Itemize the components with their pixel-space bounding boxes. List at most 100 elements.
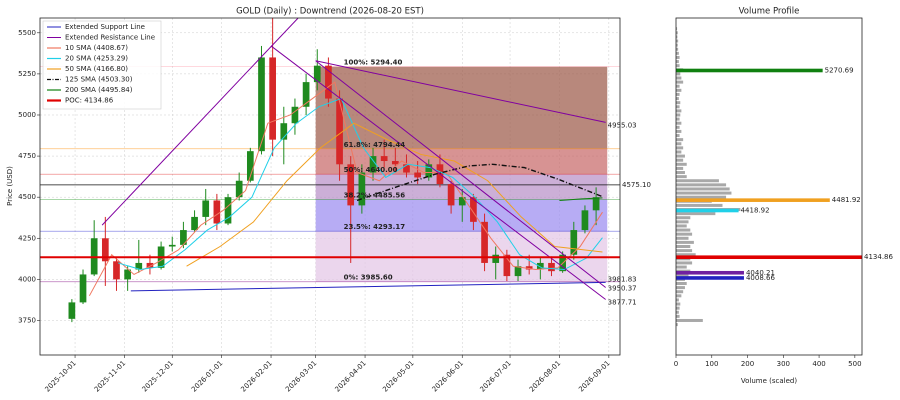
candle-body	[592, 197, 600, 211]
x-tick-label: 500	[848, 360, 861, 368]
volume-bar	[676, 138, 684, 142]
legend-label: 125 SMA (4503.30)	[65, 76, 133, 84]
volume-bar	[676, 224, 687, 228]
volume-bar	[676, 249, 693, 253]
fib-level-label: 38.2%: 4485.56	[344, 192, 406, 200]
volume-bar	[676, 101, 681, 105]
volume-bar	[676, 72, 681, 76]
volume-bar	[676, 232, 693, 236]
candle-body	[246, 151, 254, 181]
x-tick-label: 2026-03-01	[284, 359, 318, 393]
candle-body	[503, 254, 511, 277]
volume-highlight	[676, 276, 744, 280]
volume-bar	[676, 203, 723, 207]
volume-bar	[676, 179, 719, 183]
volume-bar	[676, 273, 689, 277]
x-tick-label: 300	[777, 360, 790, 368]
candle-body	[458, 197, 466, 206]
candle-body	[391, 161, 399, 165]
volume-highlight	[676, 255, 862, 260]
candle-body	[302, 82, 310, 107]
reference-label: 4575.10	[622, 181, 651, 189]
plot-area	[40, 18, 620, 355]
x-tick-label: 2026-08-01	[528, 359, 562, 393]
volume-bar	[676, 310, 679, 314]
volume-bar	[676, 51, 679, 55]
plot-frame	[39, 17, 621, 356]
candle-body	[68, 302, 76, 319]
legend-label: Extended Resistance Line	[65, 34, 155, 42]
x-tick-label: 2026-09-01	[577, 359, 611, 393]
candle-body	[180, 230, 187, 245]
volume-highlight	[676, 198, 830, 202]
candle-body	[369, 156, 377, 173]
candle-body	[403, 164, 410, 173]
volume-bar	[676, 294, 682, 298]
x-tick-label: 2025-12-01	[141, 359, 175, 393]
y-tick-label: 4250	[18, 234, 36, 242]
volume-bar	[676, 306, 680, 310]
y-tick-label: 5500	[18, 29, 36, 37]
volume-bar	[676, 47, 679, 51]
sma-line	[559, 197, 603, 201]
support-end-label: 3981.83	[608, 275, 637, 283]
volume-bar	[676, 113, 681, 117]
volume-bar	[676, 216, 691, 220]
volume-bar	[676, 323, 678, 327]
volume-bar	[676, 318, 703, 322]
volume-bar	[676, 117, 680, 121]
candle-body	[280, 123, 288, 140]
volume-bar	[676, 253, 696, 257]
y-axis-label: Price (USD)	[6, 166, 14, 206]
candle-body	[481, 221, 488, 263]
x-tick-label: 400	[812, 360, 825, 368]
volume-bar	[676, 39, 679, 43]
candle-body	[380, 156, 388, 162]
volume-bar	[676, 166, 684, 170]
volume-bar	[676, 146, 684, 150]
volume-bar	[676, 109, 682, 113]
candle-body	[135, 262, 143, 270]
candle-body	[570, 230, 578, 255]
volume-bar	[676, 290, 684, 294]
candle-body	[269, 57, 276, 140]
volume-bar	[676, 105, 680, 109]
volume-bar	[676, 261, 693, 265]
legend-label: 200 SMA (4495.84)	[65, 86, 133, 94]
chart-title: GOLD (Daily) : Downtrend (2026-08-20 EST…	[236, 7, 424, 17]
x-tick-label: 200	[741, 360, 754, 368]
y-tick-label: 5000	[18, 111, 36, 119]
volume-bar	[676, 228, 691, 232]
candle-body	[514, 266, 522, 277]
fib-level-label: 100%: 5294.40	[344, 59, 403, 67]
volume-bar	[676, 142, 682, 146]
candle-body	[492, 254, 500, 263]
volume-bar	[676, 236, 689, 240]
volume-bar	[676, 171, 685, 175]
legend-label: 50 SMA (4166.80)	[65, 65, 128, 73]
x-tick-label: 2025-11-01	[93, 359, 127, 393]
legend-box	[42, 20, 162, 110]
legend-label: POC: 4134.86	[65, 97, 114, 105]
y-tick-label: 4500	[18, 193, 36, 201]
x-tick-label: 2026-07-01	[478, 359, 512, 393]
volume-bar	[676, 154, 685, 158]
volume-bar	[676, 129, 682, 133]
candle-body	[146, 262, 154, 268]
legend-label: 10 SMA (4408.67)	[65, 44, 128, 52]
support-line	[130, 281, 606, 292]
resistance-end-label: 3877.71	[608, 298, 637, 306]
volume-bar	[676, 88, 682, 92]
candle-body	[425, 164, 433, 178]
legend-label: 20 SMA (4253.29)	[65, 55, 128, 63]
highlight-label: 4040.21	[746, 269, 775, 277]
candle-body	[168, 244, 176, 247]
candle-body	[581, 210, 589, 231]
candle-body	[202, 200, 210, 217]
candle-body	[313, 65, 321, 83]
highlight-label: 5270.69	[825, 66, 854, 74]
volume-bar	[676, 84, 680, 88]
candle-body	[470, 197, 477, 222]
volume-bar	[676, 134, 680, 138]
